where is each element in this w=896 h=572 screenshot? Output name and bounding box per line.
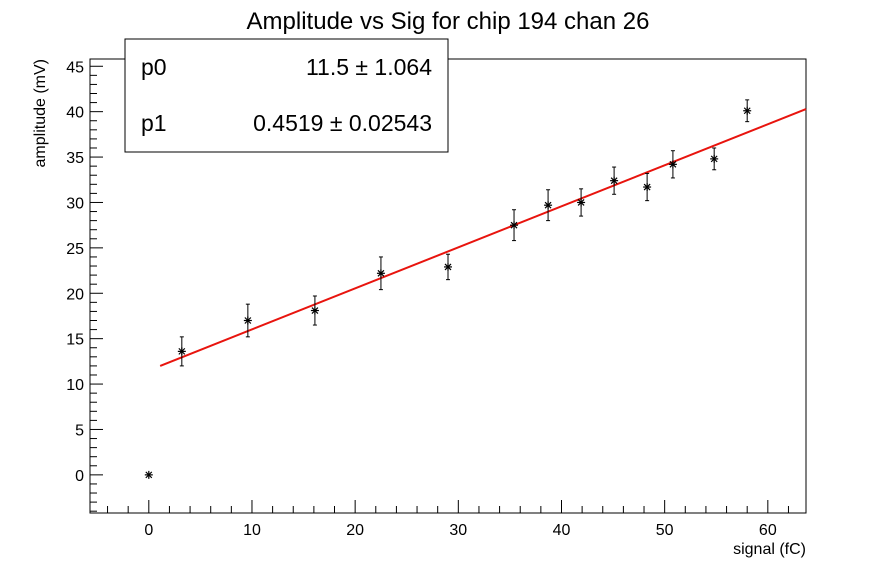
- x-tick-label: 60: [759, 522, 777, 539]
- stats-box-frame: [124, 38, 449, 153]
- stats-box: p0 11.5 ± 1.064 p1 0.4519 ± 0.02543: [124, 38, 449, 153]
- data-point: [144, 470, 153, 479]
- y-tick-label: 20: [66, 286, 84, 303]
- data-point: [177, 336, 186, 367]
- y-tick-label: 45: [66, 59, 84, 76]
- data-point: [610, 166, 619, 195]
- points-layer: [144, 99, 752, 479]
- data-point: [510, 209, 519, 242]
- marker-stroke: [643, 183, 651, 191]
- stat-p1-name: p1: [141, 110, 167, 136]
- marker-stroke: [610, 177, 618, 185]
- x-axis-label: signal (fC): [733, 541, 806, 558]
- marker-stroke: [145, 471, 153, 479]
- marker-stroke: [577, 199, 585, 206]
- data-point: [444, 253, 452, 281]
- stat-p1-value: 0.4519 ± 0.02543: [253, 110, 432, 136]
- x-tick-label: 0: [144, 522, 153, 539]
- marker-stroke: [444, 263, 452, 271]
- data-point: [643, 172, 652, 202]
- y-tick-label: 5: [75, 422, 84, 439]
- data-point: [544, 189, 553, 222]
- marker-stroke: [510, 221, 518, 229]
- y-tick-label: 15: [66, 332, 84, 349]
- marker-stroke: [311, 307, 319, 314]
- y-tick-label: 25: [66, 241, 84, 258]
- y-tick-label: 35: [66, 150, 84, 167]
- stat-p0-name: p0: [141, 54, 167, 80]
- fit-layer: [159, 108, 807, 367]
- x-tick-label: 30: [449, 522, 467, 539]
- x-tick-label: 10: [243, 522, 261, 539]
- x-tick-label: 40: [553, 522, 571, 539]
- y-tick-label: 30: [66, 195, 84, 212]
- y-axis-label: amplitude (mV): [32, 59, 49, 167]
- data-point: [668, 150, 677, 179]
- data-point: [376, 256, 385, 291]
- x-tick-label: 50: [656, 522, 674, 539]
- axis-ticks: 0 10 20 30 40 50 60 0 5 10 15 20 25 30 35 40 45: [66, 59, 789, 539]
- fit-line: [159, 108, 807, 367]
- marker-stroke: [743, 107, 751, 115]
- y-tick-label: 40: [66, 105, 84, 122]
- data-point: [310, 295, 319, 326]
- marker-stroke: [244, 317, 252, 324]
- marker-stroke: [710, 155, 718, 163]
- data-point: [243, 303, 252, 338]
- x-tick-label: 20: [346, 522, 364, 539]
- marker-stroke: [669, 160, 677, 168]
- y-tick-label: 0: [75, 468, 84, 485]
- marker-stroke: [178, 347, 186, 355]
- chart-title: Amplitude vs Sig for chip 194 chan 26: [247, 8, 650, 35]
- marker-stroke: [544, 201, 552, 209]
- data-point: [577, 188, 586, 217]
- y-tick-label: 10: [66, 377, 84, 394]
- marker-stroke: [377, 269, 385, 277]
- stat-p0-value: 11.5 ± 1.064: [306, 54, 432, 80]
- data-point: [710, 147, 719, 171]
- data-point: [743, 99, 752, 123]
